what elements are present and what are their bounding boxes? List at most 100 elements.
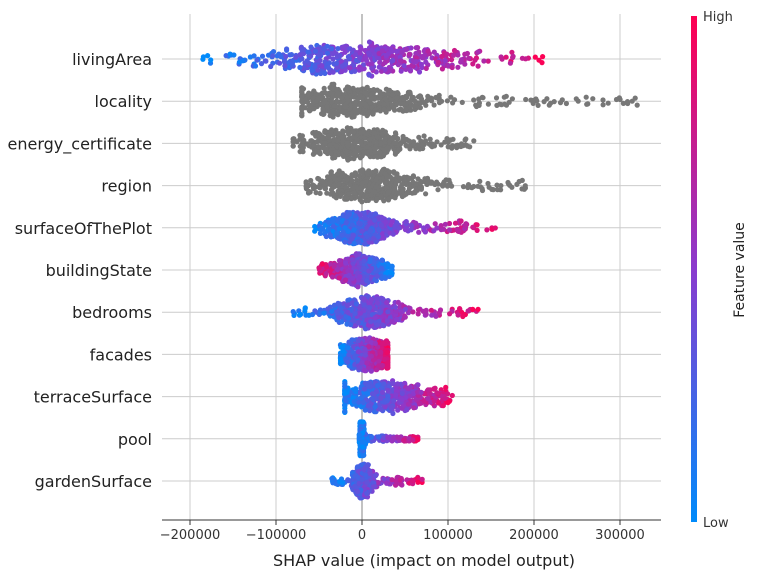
shap-point [305,190,312,196]
shap-point [327,179,333,185]
shap-point [361,386,367,392]
shap-point [345,359,351,365]
shap-point [391,398,397,404]
shap-point [413,59,419,65]
shap-point [425,179,431,185]
shap-point [471,138,477,144]
shap-point [392,195,398,201]
shap-point [357,55,363,61]
shap-point [415,176,421,182]
shap-point [336,315,342,321]
shap-point [415,307,422,313]
shap-point [374,54,380,61]
shap-point [335,46,341,52]
shap-point [393,392,399,398]
shap-point [333,130,339,136]
shap-point [399,396,405,402]
shap-point [350,134,356,140]
shap-point [322,70,328,76]
beeswarm-points [200,39,640,501]
shap-point [436,310,442,316]
shap-point [312,223,318,230]
shap-point [385,387,391,393]
shap-point [322,140,328,146]
shap-point [436,100,443,106]
shap-point [369,47,375,53]
shap-point [465,184,471,191]
shap-point [464,50,470,57]
shap-point [345,142,351,148]
shap-point [290,309,296,315]
shap-point [208,57,214,63]
shap-point [334,65,340,71]
shap-point [388,270,394,276]
shap-point [364,170,370,176]
shap-point [355,320,361,326]
shap-point [462,137,468,143]
shap-point [320,106,326,112]
shap-point [339,63,345,69]
shap-point [350,275,356,281]
shap-point [369,104,375,110]
shap-point [418,389,424,395]
shap-point [339,319,345,325]
shap-point [394,90,400,96]
shap-point [312,149,318,155]
shap-point [318,70,324,77]
shap-point [368,319,374,325]
shap-point [337,356,344,362]
shap-point [416,229,422,235]
shap-point [372,149,378,155]
shap-point [449,392,455,399]
shap-point [326,226,332,232]
shap-point [386,189,392,195]
shap-point [410,174,417,180]
shap-point [342,49,348,55]
shap-point [373,168,379,174]
shap-point [399,390,405,397]
shap-point [351,114,357,120]
shap-point [454,142,460,149]
shap-point [343,149,349,155]
shap-point [349,173,355,179]
shap-point [397,54,403,60]
shap-point [374,322,380,328]
shap-point [448,57,455,63]
shap-point [352,68,358,74]
shap-point [347,65,353,71]
shap-point [389,48,395,54]
shap-point [321,85,327,91]
shap-point [330,51,336,57]
shap-point [358,130,364,136]
shap-point [375,234,381,240]
shap-point [312,63,318,69]
shap-point [371,51,377,57]
shap-point [364,85,370,91]
shap-point [308,138,314,144]
shap-point [429,312,435,318]
shap-point [382,136,388,142]
shap-point [299,141,305,147]
feature-row-locality [299,81,640,120]
shap-point [340,348,346,354]
shap-point [522,185,529,191]
shap-point [378,140,384,146]
shap-point [342,239,348,245]
shap-point [456,228,462,234]
shap-point [539,60,545,66]
shap-point [394,48,400,55]
shap-point [624,99,631,105]
shap-point [306,90,312,96]
shap-point [412,98,418,104]
shap-point [306,107,312,113]
shap-point [330,219,336,225]
shap-point [352,213,358,219]
shap-point [368,192,374,198]
shap-point [403,143,410,149]
shap-point [332,111,338,117]
shap-point [410,179,416,185]
shap-point [475,306,481,312]
shap-point [490,187,496,193]
shap-point [391,170,397,176]
shap-point [357,310,363,316]
